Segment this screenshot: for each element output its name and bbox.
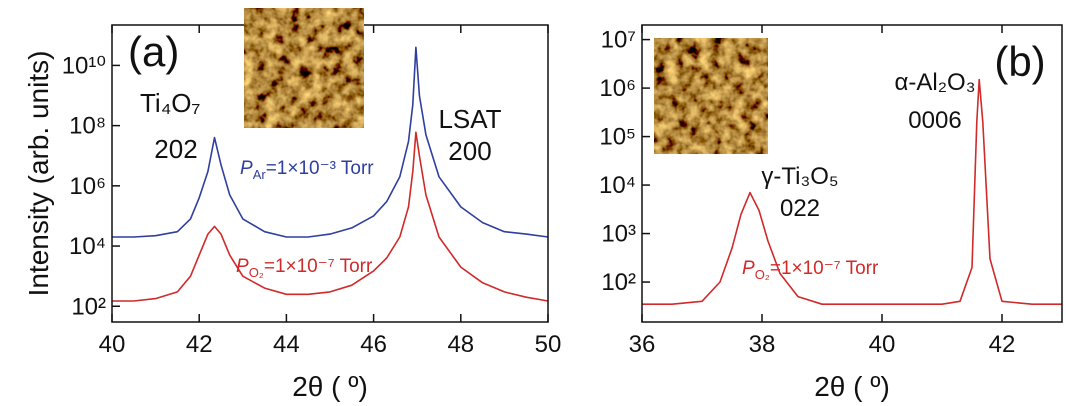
panel-label: (b) [994,38,1045,85]
y-tick-label: 10¹⁰ [62,52,106,79]
panel: 40 42 44 46 48 50 10² 10⁴ 10⁶ 10⁸ 10¹⁰ 2θ ( º) Inten… [23,8,561,402]
peak-annotation: 200 [448,136,491,166]
growth-condition: PO₂=1×10⁻⁷ Torr [742,258,879,282]
peak-annotation: 202 [154,134,197,164]
y-tick-label: 10⁴ [69,233,106,260]
y-tick-label: 10³ [601,221,636,248]
condition-symbol: P [236,256,249,277]
y-tick-label: 10⁵ [599,124,636,151]
y-tick-label: 10⁴ [599,172,636,199]
condition-text: =1×10⁻⁷ Torr [264,256,373,277]
x-tick-label: 38 [749,331,776,358]
condition-text: =1×10⁻³ Torr [266,158,375,179]
x-tick-label: 40 [869,331,896,358]
peak-annotation: 022 [780,195,820,222]
condition-subscript: O₂ [755,267,770,282]
x-tick-label: 44 [273,331,300,358]
condition-subscript: O₂ [249,265,264,280]
x-tick-label: 50 [535,331,562,358]
peak-annotation: α-Al₂O₃ [895,69,976,96]
x-tick-label: 40 [99,331,126,358]
y-tick-label: 10⁶ [69,173,106,200]
condition-subscript: Ar [253,167,267,182]
y-tick-label: 10² [71,293,106,320]
x-tick-label: 36 [629,331,656,358]
condition-symbol: P [742,258,755,279]
growth-condition: PAr=1×10⁻³ Torr [240,158,374,182]
peak-annotation: 0006 [908,107,961,134]
growth-condition: PO₂=1×10⁻⁷ Torr [236,256,373,280]
x-axis-title: 2θ ( º) [292,371,368,402]
y-tick-label: 10⁸ [69,113,106,140]
x-tick-label: 42 [186,331,213,358]
panel: 36 38 40 42 10² 10³ 10⁴ 10⁵ 10⁶ 10⁷ 2θ ( º) (b) α-Al… [599,24,1063,402]
y-tick-label: 10⁷ [601,27,636,54]
x-tick-label: 42 [989,331,1016,358]
x-axis-title: 2θ ( º) [814,371,890,402]
afm-inset [244,8,364,128]
y-axis-title: Intensity (arb. units) [23,51,54,297]
data-line [112,46,549,238]
condition-text: =1×10⁻⁷ Torr [770,258,879,279]
y-tick-label: 10⁶ [599,75,636,102]
peak-annotation: Ti₄O₇ [140,88,201,118]
condition-symbol: P [240,158,253,179]
peak-annotation: γ-Ti₃O₅ [761,163,838,190]
peak-annotation: LSAT [438,104,501,134]
data-line [112,131,549,302]
plot-frame [641,24,1063,323]
panel-label: (a) [128,28,179,75]
afm-inset [654,38,768,154]
x-tick-label: 48 [447,331,474,358]
x-tick-label: 46 [360,331,387,358]
y-tick-label: 10² [601,269,636,296]
data-line [642,78,1062,305]
